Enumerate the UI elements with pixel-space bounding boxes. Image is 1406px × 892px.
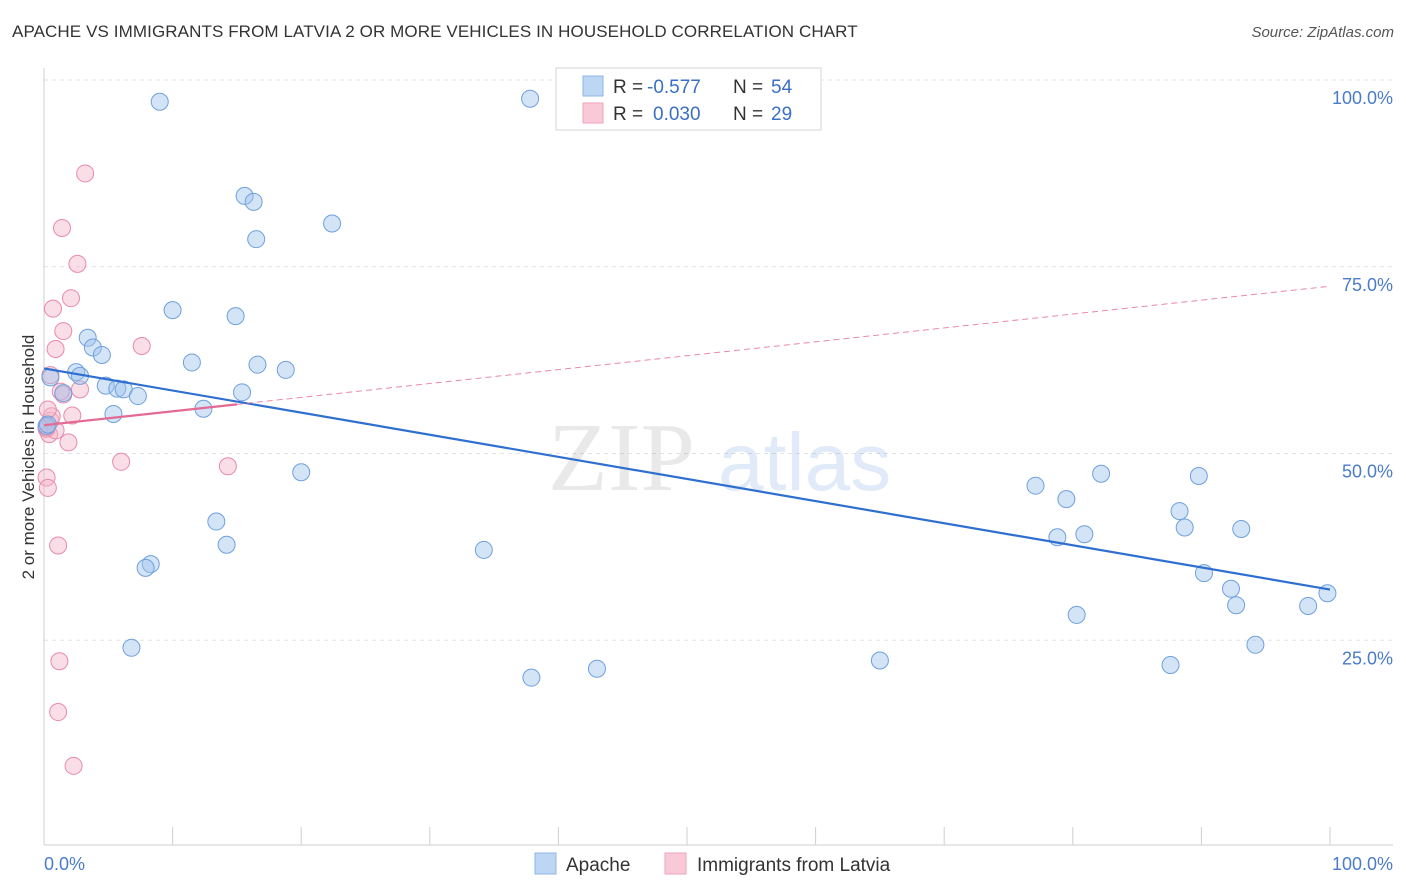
latvia-point	[59, 433, 78, 452]
latvia-point	[44, 299, 63, 318]
apache-point	[78, 328, 97, 347]
apache-point	[521, 89, 540, 108]
latvia-point	[49, 536, 68, 555]
apache-point	[1026, 476, 1045, 495]
latvia-trend-line-solid	[43, 403, 238, 427]
legend-r-value-apache: -0.577	[647, 77, 701, 98]
apache-point	[96, 376, 115, 395]
y-tick-labels: 25.0% 50.0% 75.0% 100.0%	[1332, 88, 1393, 668]
legend-swatch-apache	[582, 75, 604, 97]
watermark-atlas: atlas	[718, 417, 891, 508]
apache-points	[37, 89, 1337, 687]
apache-point	[1175, 518, 1194, 537]
legend-n-label-latvia: N =	[733, 104, 763, 125]
latvia-point	[64, 756, 83, 775]
series-legend-label-apache: Apache	[566, 855, 630, 876]
legend-r-value-latvia: 0.030	[653, 104, 701, 125]
apache-point	[207, 512, 226, 531]
legend-n-value-apache: 54	[771, 77, 793, 98]
apache-point	[1092, 464, 1111, 483]
series-legend-swatch-apache	[534, 852, 557, 875]
series-legend-swatch-latvia	[664, 852, 687, 875]
apache-point	[522, 668, 541, 687]
apache-point	[474, 540, 493, 559]
apache-point	[587, 659, 606, 678]
latvia-trend-line-dashed	[236, 285, 1331, 405]
apache-point	[248, 355, 267, 374]
apache-point	[323, 214, 342, 233]
apache-point	[136, 558, 155, 577]
apache-point	[122, 638, 141, 657]
trend-lines	[43, 285, 1331, 591]
latvia-point	[71, 380, 90, 399]
latvia-point	[53, 218, 72, 237]
apache-point	[163, 301, 182, 320]
apache-point	[1189, 466, 1208, 485]
apache-point	[54, 384, 73, 403]
y-axis-label: 2 or more Vehicles in Household	[19, 335, 38, 580]
apache-point	[150, 92, 169, 111]
apache-point	[92, 345, 111, 364]
legend-swatch-latvia	[582, 102, 604, 124]
y-tick-label: 100.0%	[1332, 88, 1393, 108]
apache-point	[870, 651, 889, 670]
apache-point	[1232, 520, 1251, 539]
chart-title: APACHE VS IMMIGRANTS FROM LATVIA 2 OR MO…	[12, 22, 858, 41]
apache-point	[1246, 635, 1265, 654]
latvia-point	[63, 406, 82, 425]
watermark-zip: ZIP	[548, 404, 695, 512]
series-legend-label-latvia: Immigrants from Latvia	[697, 855, 891, 876]
apache-point	[292, 463, 311, 482]
apache-point	[128, 387, 147, 406]
legend-r-label-apache: R =	[613, 77, 643, 98]
y-tick-label: 25.0%	[1342, 648, 1393, 668]
apache-point	[104, 404, 123, 423]
apache-point	[182, 353, 201, 372]
apache-point	[1057, 490, 1076, 509]
latvia-point	[76, 164, 95, 183]
latvia-point	[62, 289, 81, 308]
apache-point	[83, 338, 102, 357]
apache-point	[1221, 579, 1240, 598]
axes	[43, 68, 1393, 846]
y-tick-label: 75.0%	[1342, 275, 1393, 295]
apache-point	[1170, 502, 1189, 521]
series-legend: Apache Immigrants from Latvia	[534, 852, 891, 876]
apache-point	[247, 230, 266, 249]
apache-point	[226, 307, 245, 326]
latvia-point	[112, 452, 131, 471]
latvia-point	[46, 339, 65, 358]
apache-point	[1299, 596, 1318, 615]
legend-r-label-latvia: R =	[613, 104, 643, 125]
latvia-point	[132, 337, 151, 356]
stats-legend: R = -0.577 N = 54 R = 0.030 N = 29	[555, 67, 822, 131]
legend-n-label-apache: N =	[733, 77, 763, 98]
chart-source: Source: ZipAtlas.com	[1251, 24, 1394, 41]
latvia-point	[54, 322, 73, 341]
gridlines	[44, 79, 1393, 641]
latvia-point	[38, 478, 57, 497]
latvia-point	[50, 652, 69, 671]
y-tick-label: 50.0%	[1342, 462, 1393, 482]
x-tick-label-right: 100.0%	[1332, 854, 1393, 874]
apache-point	[217, 535, 236, 554]
apache-point	[1075, 525, 1094, 544]
latvia-point	[218, 457, 237, 476]
legend-n-value-latvia: 29	[771, 104, 792, 125]
apache-point	[276, 360, 295, 379]
latvia-point	[49, 703, 68, 722]
apache-point	[235, 186, 254, 205]
latvia-point	[68, 254, 87, 273]
apache-point	[244, 192, 263, 211]
watermark: ZIP atlas	[548, 404, 891, 512]
apache-point	[1227, 596, 1246, 615]
apache-point	[1067, 605, 1086, 624]
x-tick-label-left: 0.0%	[44, 854, 85, 874]
apache-point	[233, 383, 252, 402]
latvia-points	[37, 164, 237, 775]
apache-trend-line	[43, 367, 1331, 591]
apache-point	[1161, 655, 1180, 674]
